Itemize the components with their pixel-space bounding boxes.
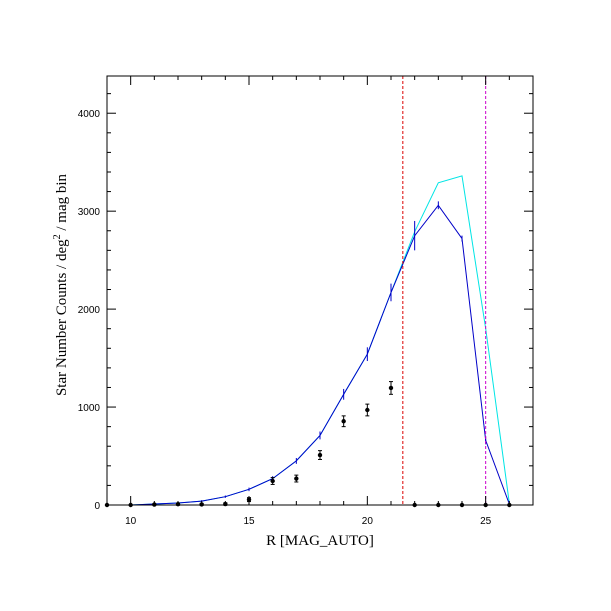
- data-point: [270, 478, 275, 484]
- data-point: [388, 385, 394, 391]
- y-axis-label-tail: / mag bin: [54, 173, 70, 234]
- data-point: [294, 476, 299, 481]
- y-tick-label: 0: [94, 501, 100, 512]
- x-tick-label: 25: [480, 516, 492, 527]
- axes-group: [106, 75, 534, 506]
- data-points-group: [104, 381, 512, 508]
- data-point: [365, 407, 370, 413]
- plot-frame: [106, 75, 534, 506]
- series-line-0: [107, 175, 510, 506]
- data-point: [341, 419, 346, 424]
- x-tick-label: 15: [243, 516, 255, 527]
- y-tick-label: 1000: [78, 403, 101, 414]
- y-tick-label: 3000: [78, 207, 101, 218]
- ticks-group: 10 15 20 25 0 1000 2000 3000 4000: [78, 76, 534, 527]
- x-tick-label: 20: [362, 516, 374, 527]
- chart-series-group: [107, 175, 510, 506]
- x-tick-label: 10: [125, 516, 137, 527]
- data-point: [317, 452, 323, 458]
- reference-lines-group: [402, 76, 487, 505]
- series-line-1: [107, 204, 510, 506]
- y-tick-label: 2000: [78, 305, 101, 316]
- y-axis-label-main: Star Number Counts / deg: [54, 239, 70, 396]
- y-axis-label: Star Number Counts / deg2 / mag bin: [52, 173, 70, 396]
- y-tick-label: 4000: [78, 109, 101, 120]
- y-axis-label-superscript: 2: [52, 234, 63, 239]
- x-axis-label: R [MAG_AUTO]: [266, 533, 374, 549]
